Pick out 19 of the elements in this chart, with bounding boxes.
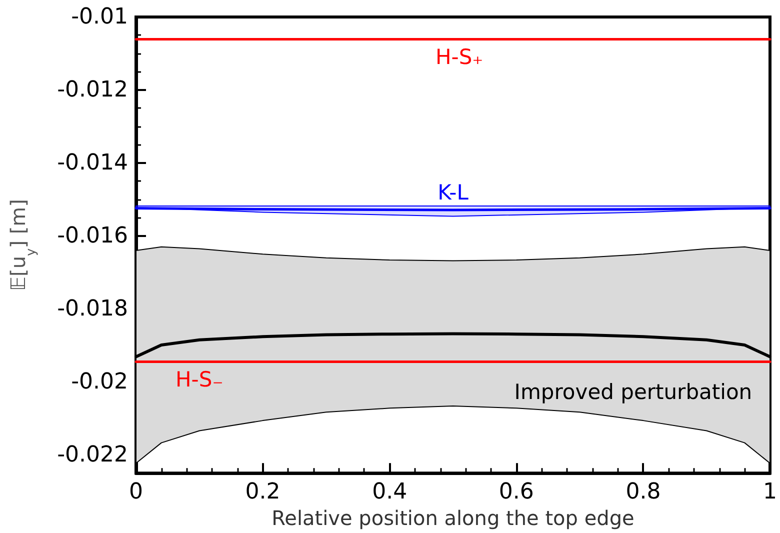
x-tick-label: 0.6 xyxy=(498,480,534,505)
series-label: H-S₊ xyxy=(435,44,484,69)
x-tick-label: 0.2 xyxy=(245,480,280,505)
x-axis-title: Relative position along the top edge xyxy=(272,506,634,530)
y-tick-label: -0.022 xyxy=(57,442,128,468)
y-tick-label: -0.014 xyxy=(57,150,128,176)
x-tick-label: 1 xyxy=(763,480,777,505)
series-label: Improved perturbation xyxy=(514,380,752,404)
y-tick-label: -0.018 xyxy=(57,296,128,322)
series-label: H-S₋ xyxy=(176,367,224,392)
series-label: K-L xyxy=(438,180,469,205)
x-tick-label: 0.4 xyxy=(372,480,408,505)
y-tick-label: -0.012 xyxy=(57,77,128,102)
x-tick-label: 0 xyxy=(129,480,143,505)
x-tick-label: 0.8 xyxy=(626,480,661,505)
y-tick-label: -0.016 xyxy=(57,223,128,248)
y-axis-title: 𝔼[uy] [m] xyxy=(6,199,39,292)
y-tick-label: -0.01 xyxy=(71,4,128,30)
y-tick-label: -0.02 xyxy=(71,369,128,394)
